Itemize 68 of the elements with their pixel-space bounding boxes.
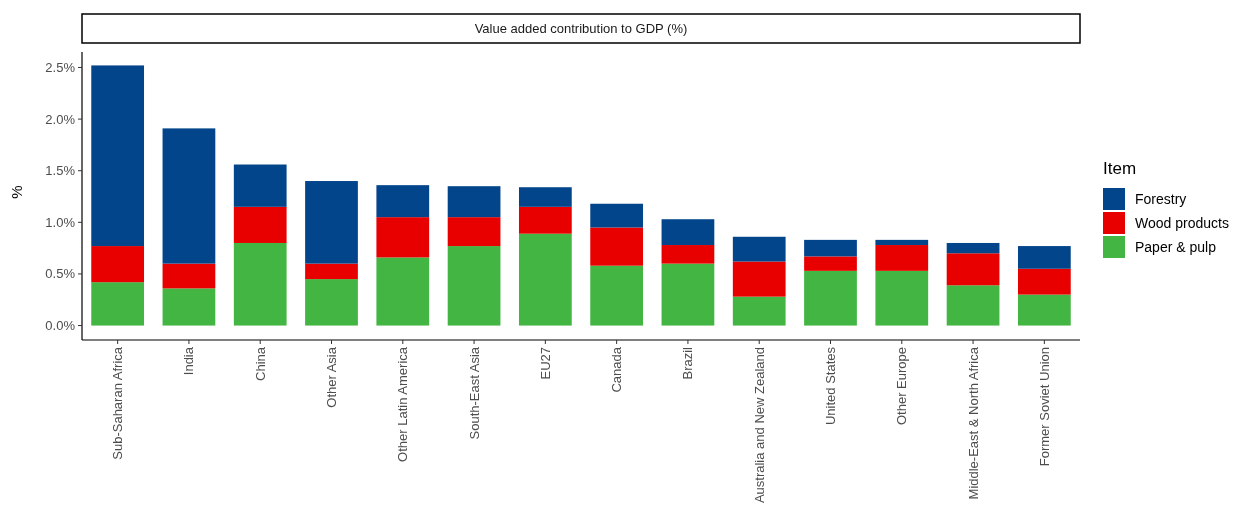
x-tick-label: Canada	[609, 346, 625, 393]
x-tick-label: United States	[823, 346, 839, 426]
x-tick-label: Other Asia	[324, 346, 340, 408]
bar	[590, 227, 644, 266]
y-tick-label: 0.0%	[45, 318, 76, 334]
y-tick-label: 0.5%	[45, 266, 76, 282]
bar	[661, 263, 715, 326]
x-tick-label: EU27	[537, 347, 553, 380]
bar	[447, 186, 501, 218]
bar	[590, 203, 644, 228]
bar	[946, 253, 1000, 286]
x-tick-label: Former Soviet Union	[1036, 347, 1052, 467]
legend-label: Forestry	[1135, 190, 1187, 207]
x-tick-label: China	[252, 346, 268, 381]
bar	[804, 239, 857, 257]
y-tick-label: 1.5%	[45, 163, 76, 179]
x-tick-label: Other Latin America	[395, 346, 411, 462]
bar	[447, 217, 501, 247]
bar	[804, 270, 857, 326]
bar	[1017, 294, 1071, 326]
bar	[661, 219, 715, 246]
bar	[518, 206, 572, 234]
bar	[518, 187, 572, 207]
x-tick-label: Other Europe	[894, 347, 910, 426]
bar	[233, 242, 287, 326]
bar	[590, 265, 644, 326]
bar	[305, 279, 358, 326]
y-tick-label: 2.5%	[45, 60, 76, 76]
x-tick-label: Australia and New Zealand	[751, 347, 767, 504]
bar	[305, 181, 358, 264]
bar	[1017, 268, 1071, 295]
bar	[946, 242, 1000, 254]
bar	[91, 65, 145, 247]
legend-label: Wood products	[1135, 214, 1229, 231]
bar	[1017, 246, 1071, 269]
bar	[518, 233, 572, 326]
x-tick-label: Sub-Saharan Africa	[110, 346, 126, 460]
bar	[804, 256, 857, 271]
bar	[376, 217, 430, 258]
x-tick-label: South-East Asia	[466, 346, 482, 440]
bar	[661, 245, 715, 264]
legend-title: Item	[1103, 159, 1137, 178]
legend-label: Paper & pulp	[1135, 238, 1217, 255]
bar	[233, 164, 287, 207]
bar	[91, 246, 145, 283]
x-tick-label: Brazil	[680, 346, 696, 380]
bar	[732, 296, 786, 326]
bar	[91, 282, 145, 326]
bar	[875, 270, 929, 326]
bar	[875, 239, 929, 246]
y-tick-label: 1.0%	[45, 214, 76, 230]
bar	[447, 246, 501, 326]
bar	[875, 245, 929, 271]
bar	[233, 206, 287, 243]
bar	[732, 236, 786, 262]
x-tick-label: India	[181, 346, 197, 376]
bar	[305, 263, 358, 280]
chart-title: Value added contribution to GDP (%)	[474, 21, 688, 36]
bar	[376, 257, 430, 326]
bar	[162, 128, 216, 264]
x-tick-label: Middle-East & North Africa	[965, 346, 981, 500]
y-tick-label: 2.0%	[45, 111, 76, 127]
bar	[162, 263, 216, 289]
y-axis-title: %	[8, 185, 25, 199]
bar	[162, 288, 216, 326]
bar	[376, 185, 430, 218]
bar	[732, 261, 786, 297]
bar	[946, 285, 1000, 326]
